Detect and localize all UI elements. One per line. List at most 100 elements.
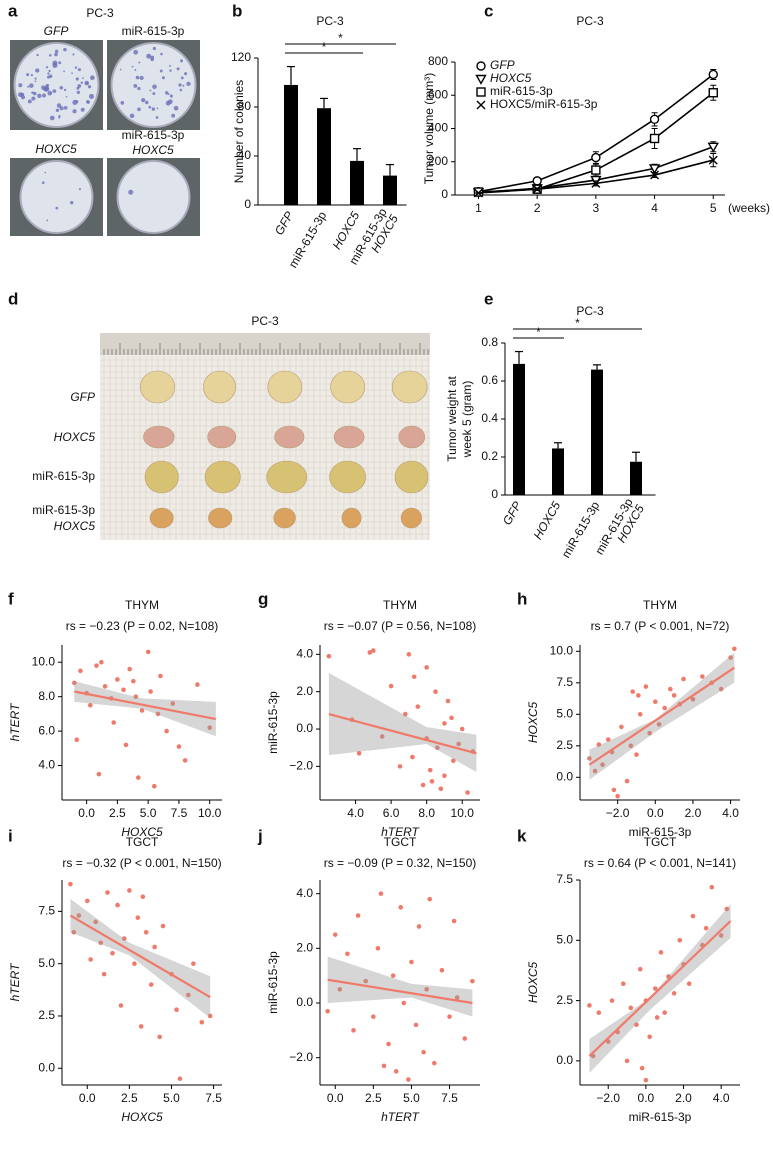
marker [650, 170, 660, 180]
panel-letter: b [232, 1, 242, 20]
point [102, 684, 108, 689]
chart-title: PC-3 [316, 14, 344, 28]
point [388, 683, 394, 689]
colony [87, 101, 90, 104]
point [658, 950, 664, 955]
legend-label: HOXC5/miR-615-3p [490, 97, 598, 111]
y-tick-label: 120 [231, 50, 251, 64]
marker [648, 164, 661, 175]
y-tick-label: 5.0 [556, 706, 573, 720]
point [427, 896, 433, 902]
panel-letter: h [517, 589, 527, 608]
colony [54, 49, 59, 54]
colony [77, 68, 82, 72]
colony [34, 77, 37, 80]
plate [19, 160, 94, 234]
x-tick-label: 5.0 [163, 1091, 180, 1105]
colony [30, 74, 33, 77]
colony [119, 68, 122, 71]
panel-letter: g [258, 589, 268, 608]
y-tick-label: −2.0 [289, 759, 313, 773]
point [133, 694, 139, 699]
colony [178, 83, 182, 87]
point [442, 773, 447, 779]
y-tick-label: 2.0 [296, 941, 313, 955]
legend-label: miR-615-3p [490, 84, 553, 98]
marker [649, 133, 660, 144]
panel-letter: k [517, 826, 527, 845]
colony [184, 72, 188, 76]
y-axis-label: miR-615-3p [266, 691, 280, 754]
tumor [140, 370, 176, 404]
point [424, 987, 429, 992]
point [371, 1014, 376, 1019]
row-label: HOXC5 [54, 519, 96, 533]
colony [75, 100, 79, 104]
point [170, 701, 176, 706]
colony [48, 53, 52, 57]
point [105, 890, 110, 895]
chart-title: THYM [383, 598, 417, 612]
marker [473, 188, 483, 198]
point [115, 902, 120, 908]
colony [71, 72, 73, 74]
point [191, 961, 196, 966]
bar [552, 448, 564, 495]
marker [591, 152, 601, 163]
colony [36, 53, 39, 57]
point [415, 704, 421, 709]
x-tick-label: 5.0 [403, 1091, 420, 1105]
colony [148, 105, 152, 109]
point [145, 649, 151, 655]
colony [37, 93, 42, 98]
colony [82, 77, 84, 79]
x-tick-label: 1 [475, 201, 482, 215]
x-axis-label: miR-615-3p [629, 825, 692, 839]
fit-line [328, 713, 477, 755]
marker [591, 165, 601, 175]
colony [138, 61, 141, 64]
y-tick-label: 0.6 [481, 373, 498, 387]
point [98, 940, 104, 946]
colony [20, 95, 26, 100]
point [132, 961, 137, 966]
x-tick-label: 0.0 [78, 806, 95, 820]
y-tick-label: 0 [244, 197, 251, 211]
point [628, 1005, 634, 1011]
point [413, 1022, 419, 1028]
tumor [394, 460, 429, 494]
plate-label: HOXC5 [35, 142, 77, 156]
point [155, 711, 161, 717]
y-tick-label: 0.0 [556, 769, 573, 783]
y-axis-label: Tumor volume (mm³) [422, 73, 436, 185]
chart-title: THYM [643, 598, 677, 612]
colony [137, 86, 141, 91]
fit-line [69, 914, 211, 999]
point [634, 1022, 639, 1028]
panel-d: d PC-3 GFP HOXC5 miR-615-3p miR-615-3p H… [8, 289, 430, 540]
point [326, 653, 332, 659]
colony [27, 99, 32, 104]
point [592, 768, 598, 774]
point [686, 981, 692, 987]
panel-letter: d [8, 289, 18, 308]
colony [152, 92, 156, 96]
colony [63, 70, 65, 73]
colony [42, 93, 46, 98]
point [398, 905, 404, 910]
y-tick-label: 600 [428, 87, 448, 101]
point [381, 1063, 387, 1069]
x-tick-label: 4.0 [713, 1091, 730, 1105]
y-tick-label: 2.5 [556, 993, 573, 1007]
marker [532, 176, 542, 186]
y-tick-label: 7.5 [556, 872, 573, 886]
x-tick-label: 0.0 [327, 1091, 344, 1105]
tumor [333, 425, 365, 449]
colony [55, 108, 60, 112]
point [84, 898, 90, 904]
colony [159, 69, 163, 73]
point [139, 708, 145, 713]
y-axis-label: HOXC5 [526, 962, 540, 1004]
point [596, 1010, 602, 1015]
significance-label: * [322, 40, 327, 54]
